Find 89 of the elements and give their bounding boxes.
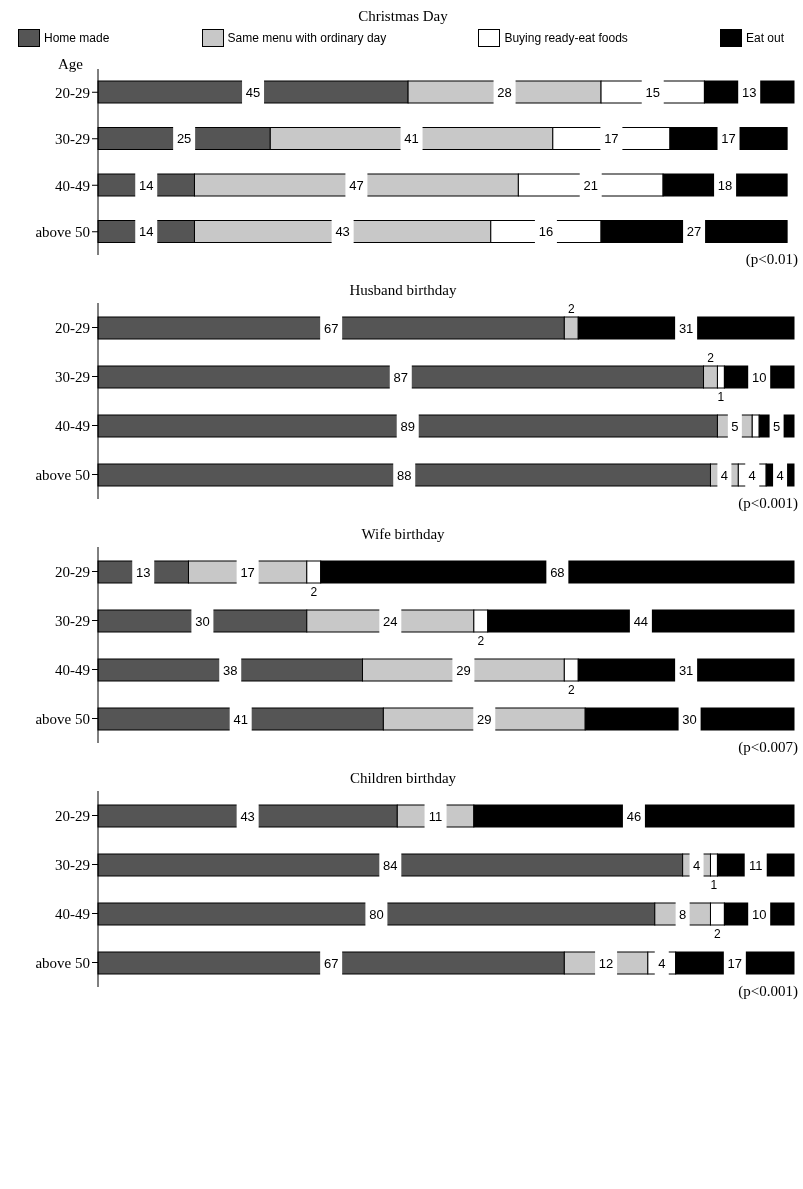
chart-title: Husband birthday (348, 282, 458, 299)
legend-label: Home made (43, 30, 110, 47)
data-label: 8 (679, 906, 687, 922)
y-tick-label: 30-29 (55, 856, 90, 873)
annotation: (p<0.001) (737, 495, 798, 512)
legend-label: Same menu with ordinary day (226, 30, 387, 47)
data-label: 17 (721, 131, 736, 146)
data-label: 30 (195, 613, 210, 629)
annotation: (p<0.007) (737, 739, 798, 756)
data-label: 31 (678, 320, 694, 336)
data-label: 2 (714, 927, 722, 941)
data-label: 25 (176, 131, 192, 146)
data-label: 68 (550, 564, 565, 580)
data-label: 11 (428, 808, 443, 824)
data-label: 14 (139, 177, 154, 193)
data-label: 4 (748, 467, 756, 483)
chart-title: Children birthday (348, 770, 458, 787)
data-label: 46 (626, 808, 642, 824)
y-tick-label: 40-49 (55, 177, 90, 194)
data-label: 17 (240, 564, 255, 580)
chart-title: Christmas Day (357, 8, 449, 25)
data-label: 88 (397, 467, 412, 483)
legend-label: Eat out (744, 30, 784, 47)
data-label: 5 (772, 418, 781, 434)
y-tick-label: 40-49 (55, 905, 90, 922)
data-label: 2 (707, 351, 715, 365)
data-label: 4 (692, 857, 701, 873)
data-label: 10 (751, 369, 767, 385)
data-label: 12 (598, 955, 614, 971)
data-label: 87 (393, 369, 408, 385)
data-label: 38 (223, 662, 238, 678)
data-label: 80 (369, 906, 384, 922)
data-label: 44 (633, 613, 649, 629)
data-label: 43 (240, 808, 255, 824)
data-label: 41 (404, 131, 419, 146)
y-tick-label: 20-29 (55, 807, 90, 824)
y-axis-title: Age (58, 56, 83, 73)
data-label: 2 (477, 634, 485, 648)
data-label: 14 (139, 224, 154, 239)
data-label: 29 (456, 662, 471, 678)
data-label: 27 (686, 224, 702, 239)
data-label: 67 (323, 955, 339, 971)
data-label: 67 (323, 320, 339, 336)
annotation: (p<0.001) (737, 983, 798, 1000)
y-tick-label: above 50 (35, 710, 90, 727)
data-label: 2 (310, 585, 318, 599)
data-label: 41 (233, 711, 248, 727)
data-label: 2 (567, 683, 575, 697)
data-label: 43 (335, 224, 350, 239)
annotation: (p<0.01) (744, 251, 798, 268)
data-label: 21 (583, 177, 598, 193)
data-label: 15 (645, 84, 660, 100)
y-tick-label: 30-29 (55, 368, 90, 385)
data-label: 4 (776, 467, 784, 483)
data-label: 29 (477, 711, 492, 727)
y-tick-label: 40-49 (55, 417, 90, 434)
y-tick-label: 20-29 (55, 563, 90, 580)
data-label: 24 (383, 613, 398, 629)
data-label: 17 (604, 131, 619, 146)
data-label: 45 (245, 84, 261, 100)
data-label: 4 (720, 467, 729, 483)
y-tick-label: above 50 (35, 224, 90, 241)
data-label: 30 (682, 711, 697, 727)
chart-title: Wife birthday (360, 526, 446, 543)
y-tick-label: 30-29 (55, 131, 90, 148)
y-tick-label: 40-49 (55, 661, 90, 678)
data-label: 84 (383, 857, 398, 873)
y-tick-label: above 50 (35, 466, 90, 483)
data-label: 17 (727, 955, 743, 971)
data-label: 10 (751, 906, 767, 922)
data-label: 89 (400, 418, 415, 434)
data-label: 13 (136, 564, 151, 580)
data-label: 11 (748, 857, 763, 873)
legend-label: Buying ready-eat foods (503, 30, 628, 47)
data-label: 5 (731, 418, 739, 434)
data-label: 18 (717, 177, 733, 193)
data-label: 28 (497, 84, 512, 100)
data-label: 13 (741, 84, 757, 100)
data-label: 2 (567, 302, 575, 316)
data-label: 16 (538, 224, 554, 239)
y-tick-label: 30-29 (55, 612, 90, 629)
y-tick-label: 20-29 (55, 84, 90, 101)
y-tick-label: above 50 (35, 954, 90, 971)
y-tick-label: 20-29 (55, 319, 90, 336)
data-label: 4 (658, 955, 666, 971)
data-label: 1 (717, 390, 725, 404)
data-label: 47 (349, 177, 364, 193)
data-label: 1 (710, 878, 718, 892)
data-label: 31 (678, 662, 694, 678)
